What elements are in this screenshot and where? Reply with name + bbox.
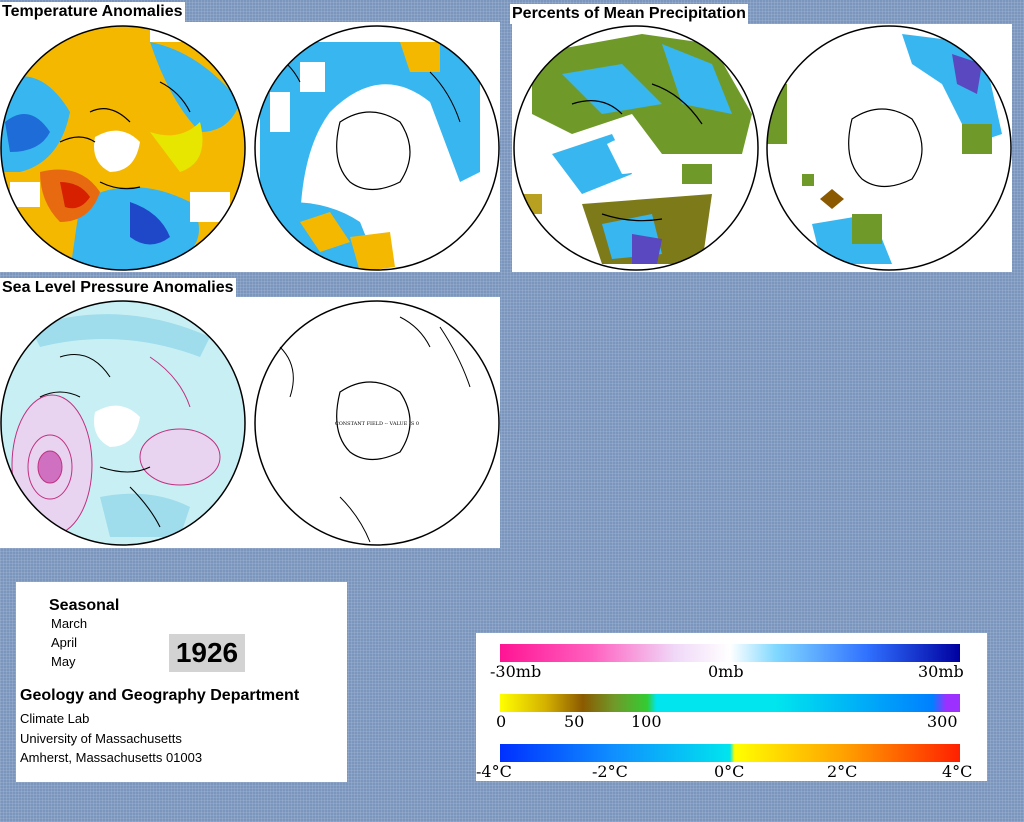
seasonal-heading: Seasonal <box>49 597 120 614</box>
year-badge: 1926 <box>169 634 245 672</box>
precipitation-map-panel <box>512 24 1012 272</box>
precipitation-tick: 300 <box>927 712 958 731</box>
info-box: Seasonal March April May 1926 Geology an… <box>16 582 347 782</box>
temperature-tick: -4°C <box>476 762 512 781</box>
pressure-maps: CONSTANT FIELD -- VALUE IS 0 <box>0 300 500 546</box>
temperature-title: Temperature Anomalies <box>0 2 185 22</box>
temperature-colorbar <box>500 744 960 762</box>
month-label: April <box>51 635 78 650</box>
month-label: May <box>51 654 76 669</box>
pressure-tick: -30mb <box>490 662 542 681</box>
precipitation-tick: 100 <box>631 712 662 731</box>
temperature-tick: -2°C <box>592 762 628 781</box>
pressure-colorbar <box>500 644 960 662</box>
temperature-maps <box>0 25 500 271</box>
pressure-hemisphere-east: CONSTANT FIELD -- VALUE IS 0 <box>254 300 500 546</box>
precipitation-title: Percents of Mean Precipitation <box>510 4 748 24</box>
precipitation-hemisphere-west <box>514 26 758 270</box>
month-label: March <box>51 616 88 631</box>
university-name: University of Massachusetts <box>20 731 182 746</box>
temperature-tick: 2°C <box>827 762 858 781</box>
precipitation-colorbar <box>500 694 960 712</box>
constant-field-note: CONSTANT FIELD -- VALUE IS 0 <box>335 421 419 427</box>
pressure-tick: 0mb <box>708 662 744 681</box>
address: Amherst, Massachusetts 01003 <box>20 750 203 765</box>
temperature-hemisphere-east <box>255 26 499 270</box>
department-name: Geology and Geography Department <box>20 687 300 704</box>
lab-name: Climate Lab <box>20 711 90 726</box>
precipitation-tick: 0 <box>496 712 507 731</box>
pressure-title: Sea Level Pressure Anomalies <box>0 278 236 298</box>
pressure-hemisphere-west <box>1 301 245 545</box>
temperature-tick: 4°C <box>942 762 973 781</box>
precipitation-tick: 50 <box>564 712 585 731</box>
pressure-tick: 30mb <box>918 662 964 681</box>
precipitation-maps <box>513 25 1012 271</box>
pressure-map-panel: CONSTANT FIELD -- VALUE IS 0 <box>0 297 500 548</box>
temperature-map-panel <box>0 22 500 272</box>
legend-box: -30mb 0mb 30mb 0 50 100 300 -4°C -2°C 0°… <box>476 633 987 781</box>
temperature-tick: 0°C <box>714 762 745 781</box>
